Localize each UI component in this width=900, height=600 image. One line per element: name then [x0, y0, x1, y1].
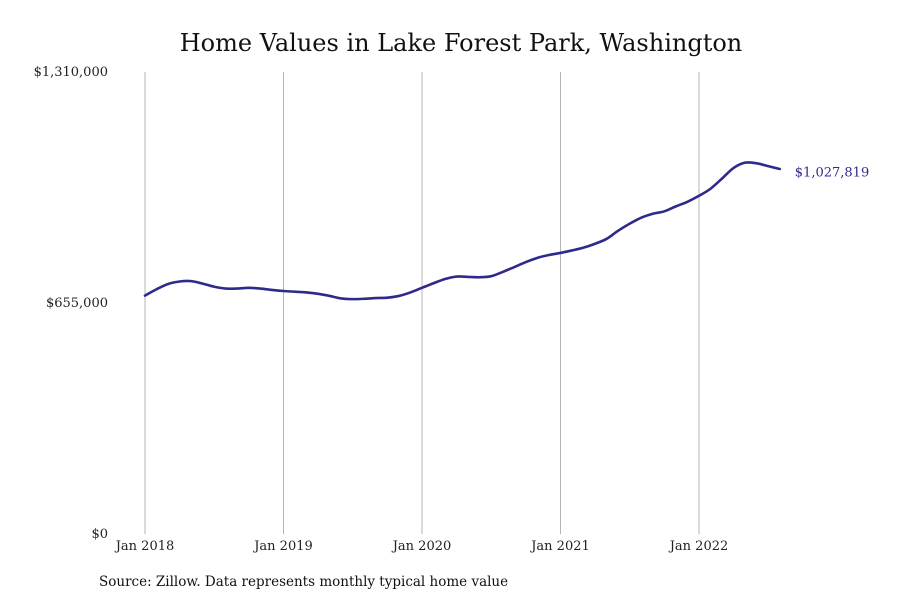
data-point — [248, 287, 251, 290]
data-point — [755, 162, 758, 165]
data-point — [640, 216, 643, 219]
data-point — [224, 287, 227, 290]
data-point — [571, 249, 574, 252]
data-point — [490, 275, 493, 278]
data-point — [617, 229, 620, 232]
data-point — [155, 288, 158, 291]
data-point — [271, 289, 274, 292]
data-point — [548, 254, 551, 257]
gridlines — [144, 72, 700, 534]
data-point — [767, 165, 770, 168]
data-point — [375, 297, 378, 300]
data-point — [144, 294, 147, 297]
data-point — [686, 200, 689, 203]
data-point — [328, 295, 331, 298]
data-point — [201, 282, 204, 285]
data-point — [351, 298, 354, 301]
data-point — [432, 282, 435, 285]
x-tick-label: Jan 2020 — [391, 539, 452, 554]
data-point — [594, 242, 597, 245]
data-point — [467, 276, 470, 279]
data-point — [628, 222, 631, 225]
y-tick-label: $1,310,000 — [34, 65, 108, 80]
data-point — [282, 290, 285, 293]
data-point — [398, 295, 401, 298]
source-note: Source: Zillow. Data represents monthly … — [99, 574, 508, 590]
data-point — [455, 275, 458, 278]
data-point — [721, 177, 724, 180]
data-point — [340, 297, 343, 300]
data-point — [744, 161, 747, 164]
chart-title: Home Values in Lake Forest Park, Washing… — [180, 29, 743, 57]
data-point — [259, 287, 262, 290]
data-point — [501, 271, 504, 274]
data-point — [421, 287, 424, 290]
data-point — [305, 291, 308, 294]
data-point — [778, 168, 781, 171]
series-group: $1,027,819 — [143, 161, 869, 301]
data-point — [386, 296, 389, 299]
x-tick-label: Jan 2022 — [668, 539, 729, 554]
data-point — [559, 252, 562, 255]
data-point — [478, 276, 481, 279]
x-axis-ticks: Jan 2018 Jan 2019 Jan 2020 Jan 2021 Jan 2022 — [114, 539, 729, 554]
data-point — [698, 194, 701, 197]
data-point — [582, 246, 585, 249]
data-point — [409, 291, 412, 294]
data-point — [675, 205, 678, 208]
data-point — [294, 290, 297, 293]
data-point — [605, 238, 608, 241]
data-point — [709, 187, 712, 190]
data-point — [317, 293, 320, 296]
data-point — [444, 278, 447, 281]
data-point — [513, 266, 516, 269]
data-point — [732, 167, 735, 170]
x-tick-label: Jan 2019 — [252, 539, 313, 554]
data-point — [236, 287, 239, 290]
data-point — [525, 261, 528, 264]
y-tick-label: $655,000 — [46, 296, 108, 311]
data-point — [213, 285, 216, 288]
end-value-label: $1,027,819 — [795, 166, 869, 181]
data-point — [652, 212, 655, 215]
data-point — [536, 257, 539, 260]
data-point — [363, 297, 366, 300]
y-axis-ticks: $0 $655,000 $1,310,000 — [34, 65, 108, 542]
series-line — [143, 161, 782, 301]
data-point — [167, 283, 170, 286]
y-tick-label: $0 — [91, 527, 108, 542]
x-tick-label: Jan 2018 — [114, 539, 175, 554]
data-point — [663, 210, 666, 213]
data-point — [178, 280, 181, 283]
data-point — [190, 280, 193, 283]
x-tick-label: Jan 2021 — [529, 539, 590, 554]
